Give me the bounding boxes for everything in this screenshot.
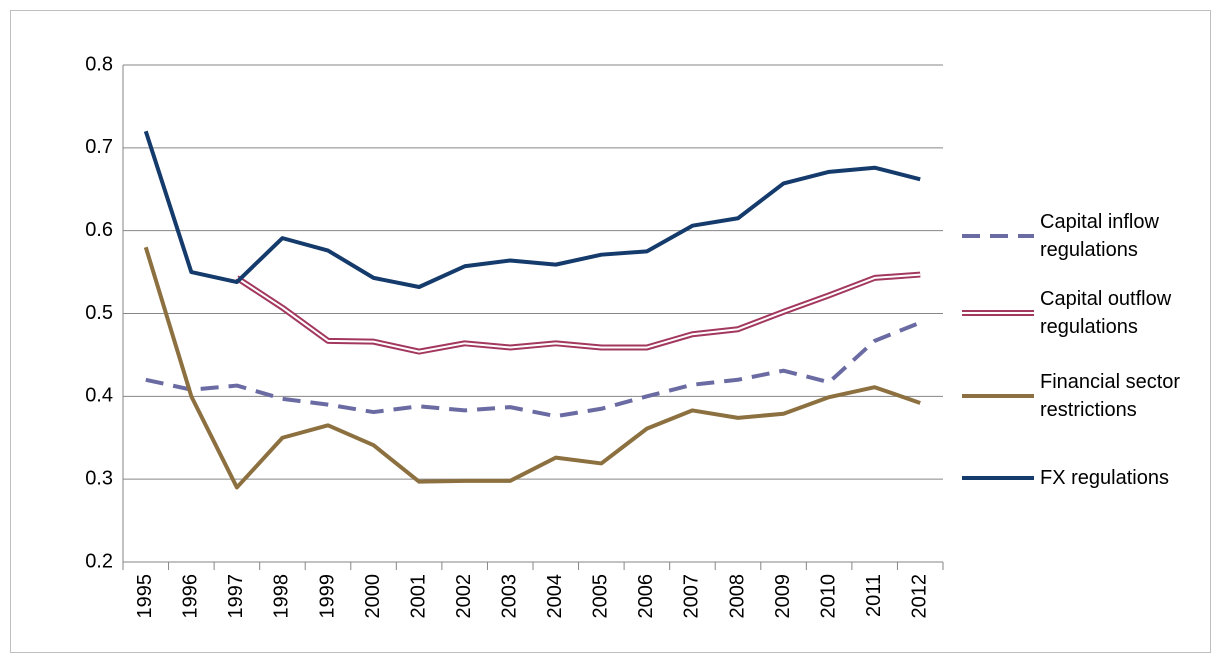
x-tick-label: 2000 (362, 574, 384, 619)
legend-label: Financial sector restrictions (1040, 371, 1181, 421)
y-tick-label: 0.5 (85, 302, 113, 324)
x-tick-label: 2010 (817, 574, 839, 619)
legend-label: FX regulations (1040, 467, 1169, 489)
x-tick-label: 2006 (635, 574, 657, 619)
y-tick-label: 0.7 (85, 136, 113, 158)
legend-label: Capital inflow regulations (1040, 211, 1159, 261)
x-tick-label: 1997 (225, 574, 247, 619)
x-tick-label: 1998 (271, 574, 293, 619)
x-tick-label: 2008 (726, 574, 748, 619)
chart-border (10, 10, 1211, 653)
x-tick-label: 2011 (863, 574, 885, 617)
x-tick-label: 2007 (681, 574, 703, 619)
x-tick-label: 1995 (134, 574, 156, 619)
x-tick-label: 1996 (180, 574, 202, 619)
x-tick-label: 2002 (453, 574, 475, 619)
x-tick-label: 1999 (316, 574, 338, 619)
y-tick-label: 0.8 (85, 53, 113, 75)
y-tick-label: 0.4 (85, 385, 113, 407)
y-tick-label: 0.6 (85, 219, 113, 241)
x-tick-label: 2005 (590, 574, 612, 619)
legend-label: Capital outflow regulations (1040, 288, 1172, 338)
y-tick-label: 0.2 (85, 550, 113, 572)
series-line (143, 246, 921, 490)
y-tick-label: 0.3 (85, 467, 113, 489)
x-tick-label: 2001 (407, 574, 429, 619)
series-line (145, 320, 921, 419)
x-tick-label: 2009 (772, 574, 794, 619)
x-tick-label: 2004 (544, 574, 566, 619)
x-tick-label: 2003 (499, 574, 521, 619)
series-line-inner (236, 273, 921, 353)
x-tick-label: 2012 (909, 574, 931, 619)
series-line (143, 130, 921, 289)
